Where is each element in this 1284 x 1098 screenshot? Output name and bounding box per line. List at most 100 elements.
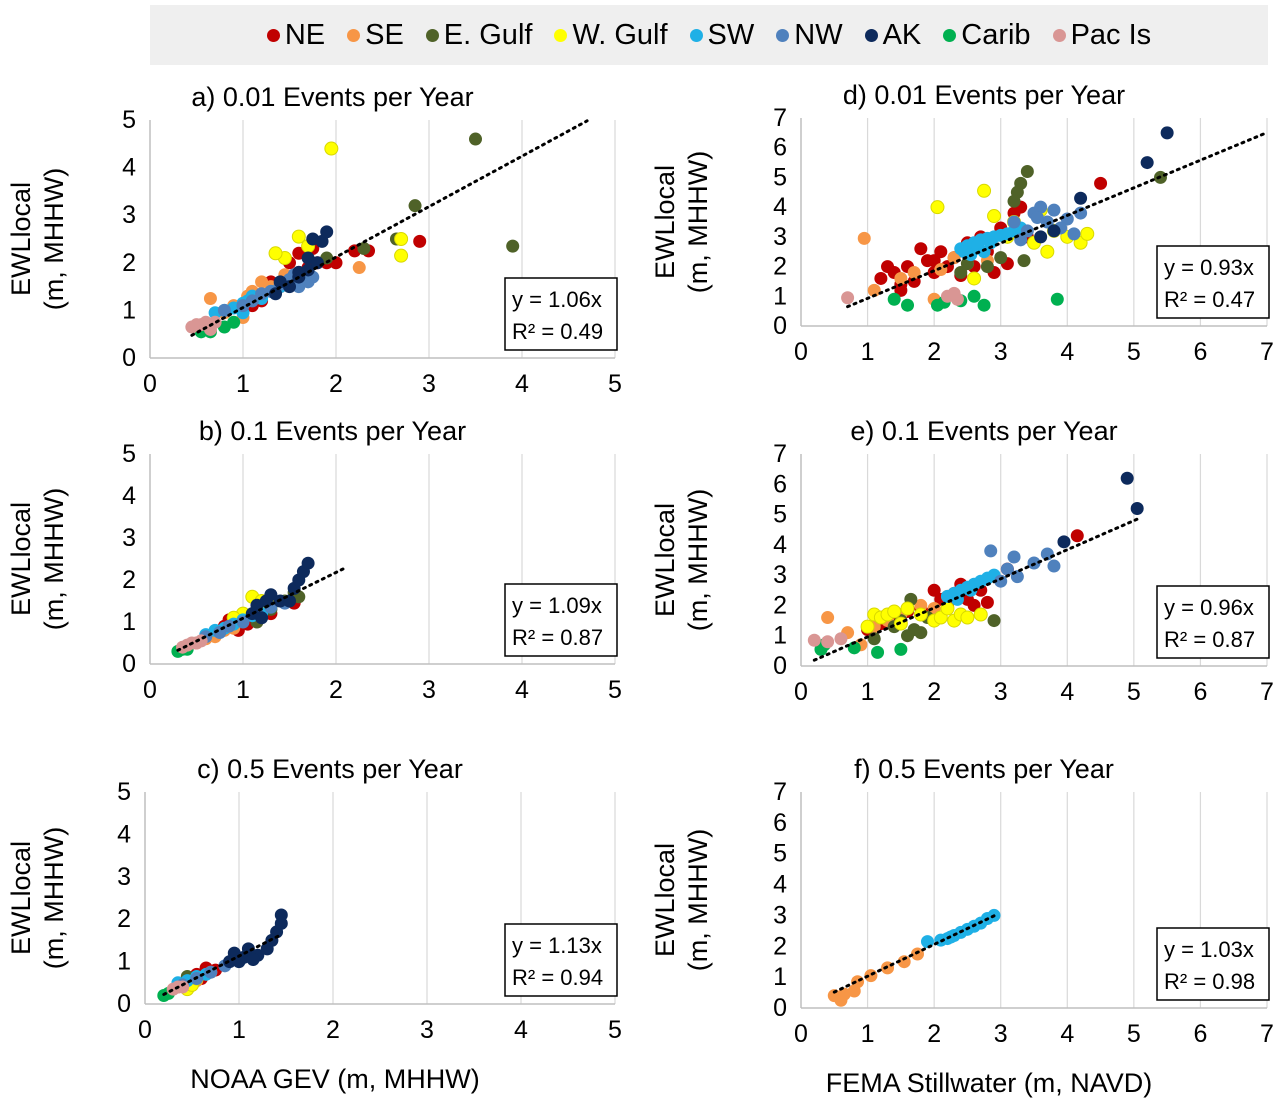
data-point [887, 292, 901, 306]
legend-label: E. Gulf [443, 18, 533, 51]
chart-title: a) 0.01 Events per Year [191, 82, 473, 112]
x-tick-label: 1 [236, 676, 250, 704]
chart-title: b) 0.1 Events per Year [199, 416, 466, 446]
data-point [203, 292, 217, 305]
data-point [821, 635, 835, 649]
y-tick-label: 4 [122, 154, 136, 182]
equation-box: y = 1.06x R² = 0.49 [504, 277, 618, 351]
panel-f: f) 0.5 Events per Year 0 1 2 3 4 5 6 7 0 1 2 3 4 5 6 7 EW… [644, 750, 1284, 1098]
equation-box-frame [504, 923, 618, 997]
y-tick-label: 2 [773, 591, 787, 619]
data-point [301, 556, 315, 570]
y-axis-label-units: (m, MHHW) [39, 827, 69, 969]
fit-equation: y = 0.96x [1164, 595, 1254, 620]
legend-item: Pac Is [1052, 19, 1151, 52]
trendline [190, 119, 589, 337]
legend-marker-icon [864, 28, 878, 42]
data-point [987, 209, 1002, 224]
legend-label: AK [882, 18, 922, 51]
y-tick-label: 6 [773, 809, 787, 837]
y-tick-label: 2 [122, 566, 136, 594]
fit-equation: y = 1.03x [1164, 937, 1254, 962]
data-point [947, 286, 961, 300]
x-tick-label: 4 [515, 370, 529, 398]
data-point [860, 619, 875, 634]
legend: NE SE E. Gulf W. Gulf SW NW AK Carib Pac Is [150, 5, 1268, 65]
y-axis-label-units: (m, MHHW) [39, 168, 69, 310]
x-tick-label: 6 [1193, 678, 1207, 706]
equation-box: y = 0.93x R² = 0.47 [1156, 245, 1270, 319]
data-point [977, 298, 991, 312]
y-tick-label: 1 [117, 948, 131, 976]
data-point [217, 303, 231, 317]
data-point [871, 645, 885, 659]
data-point [1057, 535, 1071, 549]
trendline [176, 566, 347, 652]
panel-c: c) 0.5 Events per Year 0 1 2 3 4 5 0 1 2 3 4 5 EWLloc… [0, 750, 640, 1098]
legend-marker-icon [776, 28, 790, 42]
data-point [967, 271, 982, 286]
x-tick-label: 0 [143, 370, 157, 398]
equation-box: y = 1.09x R² = 0.87 [504, 583, 618, 657]
y-tick-label: 4 [773, 871, 787, 899]
data-point [834, 632, 848, 646]
data-point [320, 225, 334, 239]
data-point [1034, 230, 1048, 244]
x-tick-label: 7 [1260, 678, 1274, 706]
legend-marker-icon [1052, 28, 1066, 42]
x-tick-label: 0 [143, 676, 157, 704]
equation-box: y = 1.13x R² = 0.94 [504, 923, 618, 997]
y-tick-label: 3 [122, 524, 136, 552]
fit-r-squared: R² = 0.47 [1164, 287, 1255, 312]
equation-box-frame [504, 583, 618, 657]
data-point [980, 260, 994, 274]
fit-equation: y = 1.09x [512, 593, 602, 618]
legend-item: NW [776, 18, 843, 52]
data-point [394, 232, 409, 246]
x-tick-label: 7 [1260, 1020, 1274, 1048]
data-point [1000, 562, 1014, 576]
data-point [914, 242, 928, 256]
y-tick-label: 0 [122, 650, 136, 678]
legend-label: NW [794, 18, 843, 51]
x-tick-label: 3 [422, 676, 436, 704]
data-point [887, 604, 902, 619]
data-point [274, 908, 288, 922]
chart-title: f) 0.5 Events per Year [854, 754, 1114, 784]
legend-item: SW [689, 19, 754, 52]
y-tick-label: 1 [122, 608, 136, 636]
data-point [973, 607, 988, 622]
x-tick-label: 5 [1127, 1020, 1141, 1048]
equation-box: y = 0.96x R² = 0.87 [1156, 585, 1270, 659]
x-tick-label: 3 [422, 370, 436, 398]
data-point [934, 245, 948, 259]
y-tick-label: 2 [117, 905, 131, 933]
fit-r-squared: R² = 0.87 [512, 625, 603, 650]
data-point [469, 132, 482, 146]
y-axis-label: EWLlocal [650, 503, 680, 617]
x-tick-label: 1 [232, 1016, 246, 1044]
y-tick-label: 3 [773, 901, 787, 929]
data-point [506, 239, 520, 253]
legend-item: W. Gulf [554, 19, 668, 52]
data-point [1047, 224, 1061, 238]
x-tick-label: 6 [1193, 338, 1207, 366]
x-axis-label: NOAA GEV (m, MHHW) [190, 1064, 480, 1094]
data-point [413, 234, 427, 248]
data-point [901, 629, 915, 643]
data-point [1050, 292, 1064, 306]
y-tick-label: 0 [773, 652, 787, 680]
x-tick-label: 2 [329, 370, 343, 398]
data-point [1030, 211, 1044, 225]
legend-marker-icon [347, 28, 361, 42]
x-tick-label: 1 [861, 338, 875, 366]
y-tick-label: 2 [773, 932, 787, 960]
data-point [894, 271, 908, 285]
data-point [984, 544, 998, 558]
panel-a: a) 0.01 Events per Year 0 1 2 3 4 5 0 1 2 3 4 5 EWLlo… [0, 78, 640, 398]
x-tick-label: 4 [1060, 338, 1074, 366]
x-tick-label: 6 [1193, 1020, 1207, 1048]
data-point [807, 633, 821, 647]
y-tick-label: 3 [773, 223, 787, 251]
data-point [821, 611, 835, 625]
